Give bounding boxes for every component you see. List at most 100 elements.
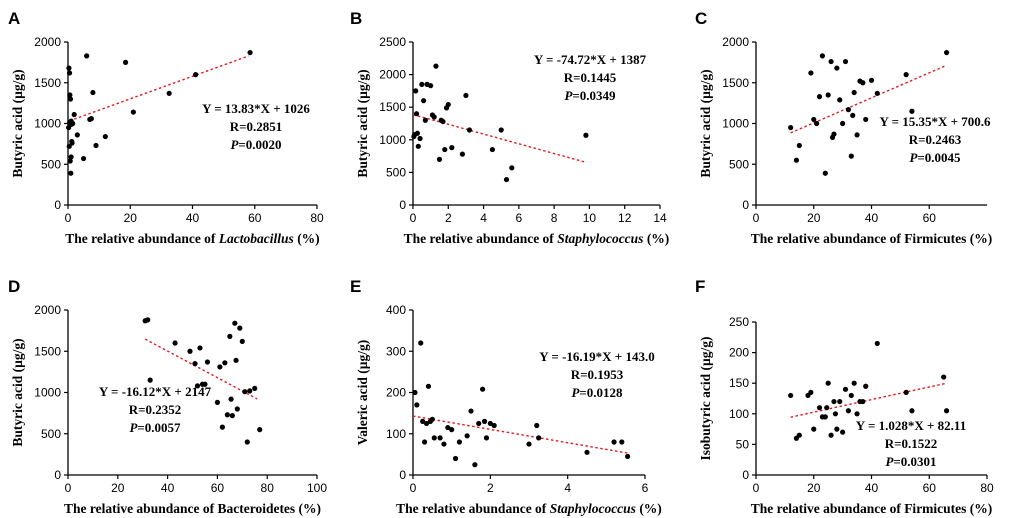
data-point	[436, 156, 443, 162]
x-tick-label: 10	[583, 211, 597, 225]
y-axis-title: Butyric acid (µg/g)	[10, 69, 25, 177]
data-point	[526, 441, 532, 447]
x-tick-label: 2	[487, 481, 494, 495]
data-point	[863, 116, 869, 123]
data-point	[848, 153, 854, 159]
x-tick-label: 20	[807, 481, 821, 495]
y-tick-label: 200	[386, 386, 406, 400]
data-point	[445, 101, 451, 108]
data-point	[437, 435, 443, 441]
data-point	[583, 132, 589, 138]
p-value: P=0.0349	[564, 88, 616, 103]
regression-equation: Y = 15.35*X + 700.6	[879, 114, 991, 129]
y-axis-title: Butyric acid (µg/g)	[355, 69, 370, 177]
y-tick-label: 2000	[379, 68, 406, 82]
data-point	[456, 439, 462, 445]
x-axis-title: The relative abundance of Firmicutes (%)	[751, 501, 993, 516]
r-value: R=0.1522	[885, 436, 938, 451]
x-tick-label: 20	[124, 211, 138, 225]
p-value: P=0.0045	[909, 150, 961, 165]
x-axis-title: The relative abundance of Staphylococcus…	[396, 501, 662, 516]
data-point	[840, 429, 846, 435]
data-point	[909, 408, 915, 414]
data-point	[850, 112, 856, 118]
data-point	[480, 386, 486, 392]
data-point	[903, 72, 909, 78]
regression-equation: Y = -16.12*X + 2147	[99, 384, 212, 399]
data-point	[468, 408, 474, 414]
y-tick-label: 1500	[722, 76, 749, 90]
data-point	[459, 151, 465, 157]
regression-line	[412, 415, 628, 454]
data-point	[414, 130, 421, 136]
data-point	[420, 98, 427, 104]
y-axis-title: Butyric acid (µg/g)	[698, 69, 713, 177]
data-point	[217, 364, 223, 370]
data-point	[420, 418, 426, 424]
data-point	[417, 135, 423, 142]
data-point	[227, 333, 233, 339]
y-tick-label: 150	[729, 376, 749, 390]
data-point	[788, 392, 794, 399]
x-tick-label: 80	[261, 481, 275, 495]
data-point	[845, 408, 852, 414]
y-tick-label: 400	[386, 303, 406, 317]
data-point	[80, 155, 87, 162]
data-point	[854, 411, 860, 417]
data-point	[464, 433, 470, 439]
data-point	[414, 402, 420, 408]
regression-line	[790, 64, 947, 134]
data-point	[941, 374, 947, 380]
x-tick-label: 20	[807, 211, 821, 225]
r-value: R=0.2352	[129, 402, 182, 417]
y-tick-label: 1500	[34, 76, 61, 90]
data-point	[88, 116, 94, 122]
regression-line	[144, 338, 258, 400]
data-point	[413, 111, 420, 117]
data-point	[489, 146, 495, 153]
data-point	[214, 399, 220, 405]
regression-line	[412, 113, 587, 163]
x-tick-label: 0	[753, 481, 760, 495]
data-point	[491, 422, 497, 429]
x-tick-label: 4	[480, 211, 487, 225]
data-point	[788, 124, 794, 131]
data-point	[232, 320, 238, 326]
data-point	[222, 360, 228, 366]
data-point	[860, 398, 866, 405]
r-value: R=0.2463	[909, 132, 962, 147]
data-point	[943, 49, 950, 56]
data-point	[831, 131, 837, 137]
data-point	[851, 380, 857, 386]
y-axis-title: Butyric acid (µg/g)	[10, 338, 25, 446]
y-tick-label: 2000	[34, 303, 61, 317]
data-point	[147, 377, 153, 383]
y-tick-label: 0	[54, 198, 61, 212]
data-point	[824, 405, 830, 411]
panel-e: E 0 100 200 300 400 0 2 4 6 The relative abundance…	[350, 277, 662, 516]
x-tick-label: 60	[923, 211, 937, 225]
data-point	[814, 120, 820, 127]
y-tick-label: 1000	[379, 133, 406, 147]
data-point	[793, 157, 800, 163]
data-point	[428, 83, 434, 89]
data-point	[66, 120, 73, 126]
data-point	[863, 383, 869, 389]
data-point	[816, 94, 823, 100]
x-tick-label: 40	[865, 481, 879, 495]
data-point	[619, 439, 625, 445]
data-point	[822, 170, 828, 176]
data-point	[202, 381, 208, 387]
data-point	[445, 424, 451, 431]
data-point	[449, 145, 455, 151]
regression-equation: Y = 13.83*X + 1026	[202, 101, 310, 116]
data-point	[413, 88, 419, 94]
regression-equation: Y = 1.028*X + 82.11	[856, 418, 966, 433]
data-point	[192, 361, 198, 367]
x-tick-label: 6	[516, 211, 523, 225]
panel-letter: A	[8, 9, 20, 28]
data-point	[69, 140, 75, 146]
data-point	[67, 92, 73, 98]
r-value: R=0.1445	[564, 70, 617, 85]
y-tick-label: 2500	[379, 35, 406, 49]
